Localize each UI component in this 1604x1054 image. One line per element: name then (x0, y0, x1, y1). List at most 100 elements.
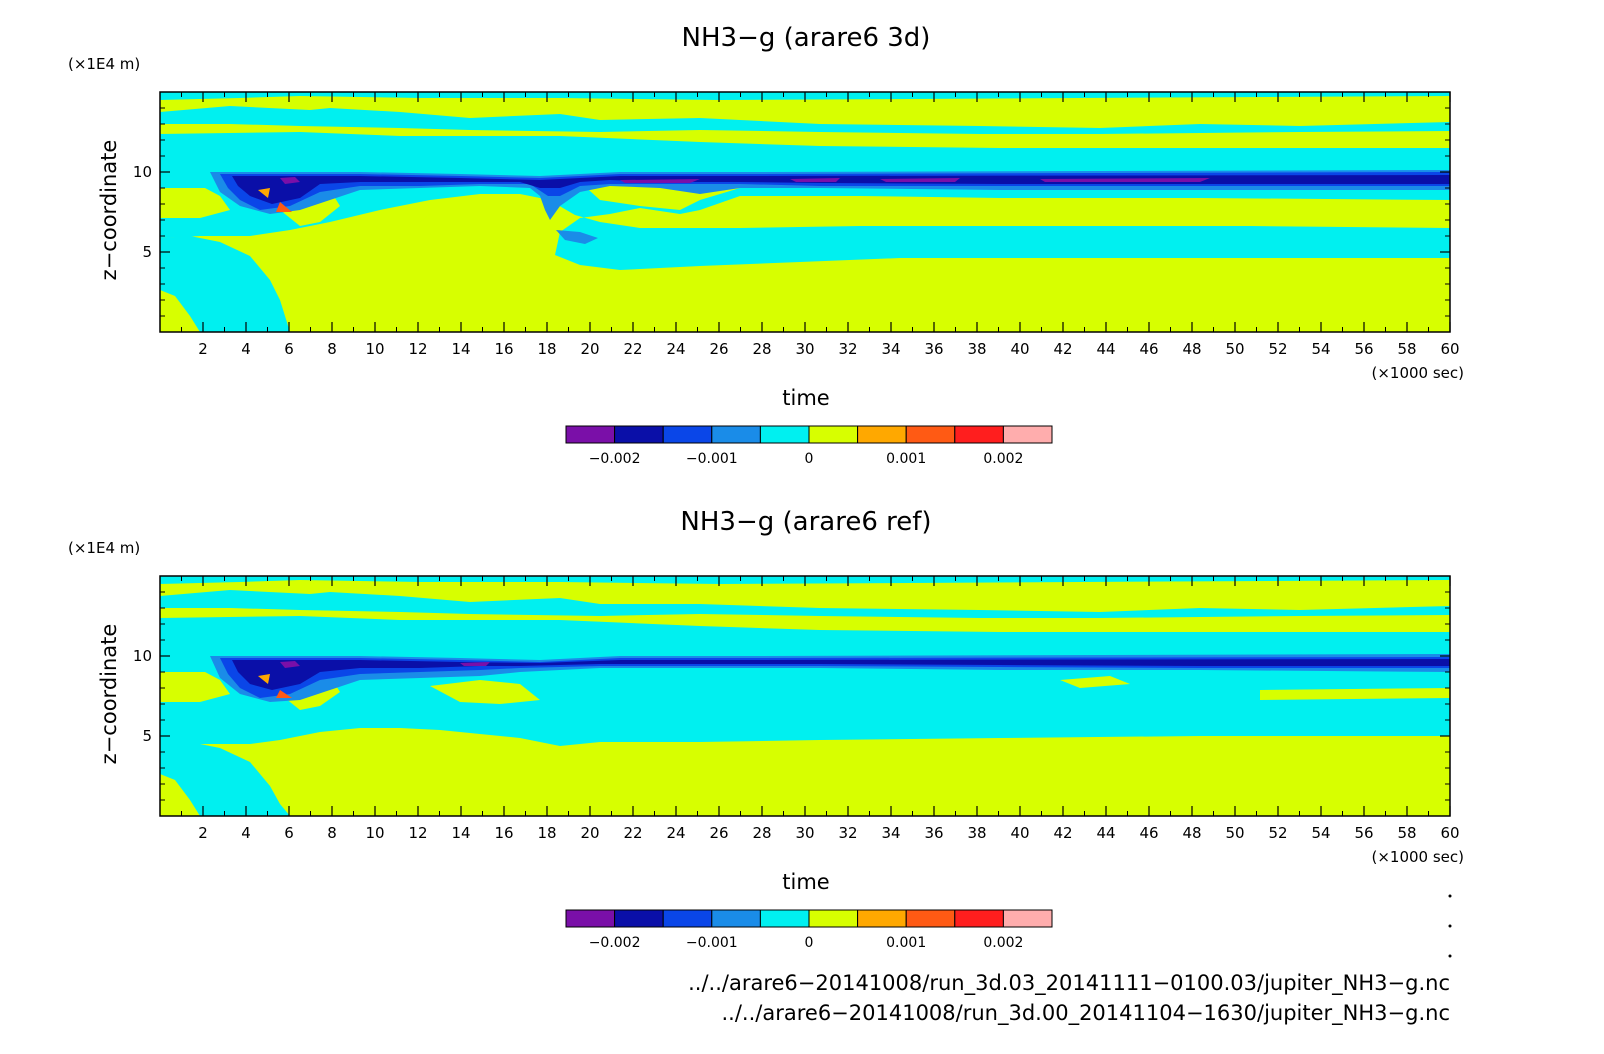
x-tick-label: 36 (924, 824, 943, 842)
x-tick-label: 10 (365, 340, 384, 358)
x-tick-label: 60 (1440, 824, 1459, 842)
x-tick-label: 14 (451, 824, 470, 842)
colorbar-bin (808, 909, 859, 928)
panel-ref: NH3−g (arare6 ref) (×1E4 m) z−coordinate (68, 507, 1464, 951)
chart-title: NH3−g (arare6 3d) (682, 23, 931, 53)
colorbar-tick-label: 0 (805, 451, 814, 467)
x-tick-label: 40 (1010, 824, 1029, 842)
y-tick-label: 10 (133, 647, 152, 665)
colorbar-bin (565, 909, 616, 928)
x-tick-label: 32 (838, 340, 857, 358)
x-tick-label: 2 (198, 824, 208, 842)
y-tick-label: 5 (142, 727, 152, 745)
colorbar-bin (954, 909, 1004, 928)
chart-title: NH3−g (arare6 ref) (680, 507, 931, 537)
x-tick-label: 26 (709, 340, 728, 358)
colorbar-bin (1002, 909, 1053, 928)
axes: 2 4 6 8 10 12 14 16 18 20 22 24 26 28 30 32 34 36 38 40 42 44… (133, 576, 1460, 842)
x-tick-label: 24 (666, 340, 685, 358)
x-tick-label: 28 (752, 824, 771, 842)
contour-field (159, 575, 1451, 817)
field-bin-negative-mid (556, 230, 598, 244)
field-bin-positive-low (1060, 676, 1130, 688)
colorbar-bin (565, 425, 616, 444)
x-tick-label: 56 (1354, 340, 1373, 358)
x-tick-label: 20 (580, 340, 599, 358)
axes: 2 4 6 8 10 12 14 16 18 20 22 24 26 28 30 32 34 36 38 40 42 44… (133, 92, 1460, 358)
x-tick-label: 60 (1440, 340, 1459, 358)
y-axis-title: z−coordinate (97, 624, 121, 765)
field-bin-positive-low (160, 188, 230, 218)
field-bin-negative-max (1040, 178, 1210, 182)
x-tick-label: 30 (795, 824, 814, 842)
x-tick-label: 22 (623, 340, 642, 358)
x-tick-label: 52 (1268, 340, 1287, 358)
colorbar-bin (905, 909, 956, 928)
colorbar-tick-label: −0.002 (589, 935, 641, 951)
source-file-1: ../../arare6−20141008/run_3d.03_20141111… (688, 971, 1450, 996)
x-tick-label: 54 (1311, 340, 1330, 358)
marker-dot (1448, 924, 1452, 928)
field-bin-negative-low (160, 590, 1450, 618)
y-tick-label: 5 (142, 243, 152, 261)
x-tick-label: 34 (881, 824, 900, 842)
field-bin-negative-low (160, 616, 1450, 640)
x-tick-label: 54 (1311, 824, 1330, 842)
field-bin-positive-low (1260, 688, 1450, 700)
x-tick-label: 26 (709, 824, 728, 842)
field-bin-negative-max (790, 178, 840, 182)
field-bin-positive-mid (276, 202, 292, 212)
field-bin-negative-max (280, 177, 300, 184)
x-tick-label: 46 (1139, 340, 1158, 358)
colorbar-bin (857, 425, 907, 444)
x-tick-label: 18 (537, 824, 556, 842)
colorbar-bin (954, 425, 1004, 444)
x-tick-label: 12 (408, 340, 427, 358)
x-tick-label: 6 (284, 340, 294, 358)
colorbar-bin (662, 425, 713, 444)
field-bin-positive-low (380, 208, 430, 222)
colorbar-bin (857, 909, 907, 928)
x-tick-label: 8 (327, 824, 337, 842)
x-tick-label: 44 (1096, 824, 1115, 842)
colorbar-bin (759, 909, 810, 928)
y-axis-title: z−coordinate (97, 140, 121, 281)
x-tick-label: 38 (967, 340, 986, 358)
x-tick-label: 16 (494, 340, 513, 358)
x-tick-label: 34 (881, 340, 900, 358)
marker-dot (1448, 954, 1452, 958)
colorbar-bin (614, 425, 664, 444)
field-bin-negative-low (160, 132, 1450, 156)
marker-dot (1448, 894, 1452, 898)
field-bin-negative-high (232, 175, 1450, 204)
contour-field (159, 91, 1451, 333)
colorbar-bin (614, 909, 664, 928)
x-tick-label: 12 (408, 824, 427, 842)
field-bin-positive-mid (258, 674, 270, 684)
x-tick-label: 50 (1225, 340, 1244, 358)
colorbar-tick-label: 0.001 (886, 935, 926, 951)
colorbar-bin (711, 425, 761, 444)
field-bin-negative-low (160, 742, 290, 816)
field-bin-positive-mid (258, 188, 270, 198)
colorbar-tick-label: −0.001 (686, 935, 738, 951)
field-bin-positive-low (430, 680, 540, 704)
panel-3d: NH3−g (arare6 3d) (×1E4 m) z−coordinate (68, 23, 1464, 467)
field-bin-positive-low (160, 672, 230, 702)
x-tick-label: 48 (1182, 824, 1201, 842)
x-tick-label: 46 (1139, 824, 1158, 842)
x-tick-label: 36 (924, 340, 943, 358)
x-tick-label: 56 (1354, 824, 1373, 842)
x-tick-label: 6 (284, 824, 294, 842)
colorbar-tick-label: −0.002 (589, 451, 641, 467)
x-tick-label: 10 (365, 824, 384, 842)
x-tick-label: 20 (580, 824, 599, 842)
x-tick-label: 28 (752, 340, 771, 358)
x-tick-label: 4 (241, 340, 251, 358)
x-tick-label: 8 (327, 340, 337, 358)
x-axis-title: time (782, 386, 829, 410)
x-tick-label: 30 (795, 340, 814, 358)
colorbar-bin (808, 425, 859, 444)
field-bin-negative-mid2 (220, 657, 1450, 698)
